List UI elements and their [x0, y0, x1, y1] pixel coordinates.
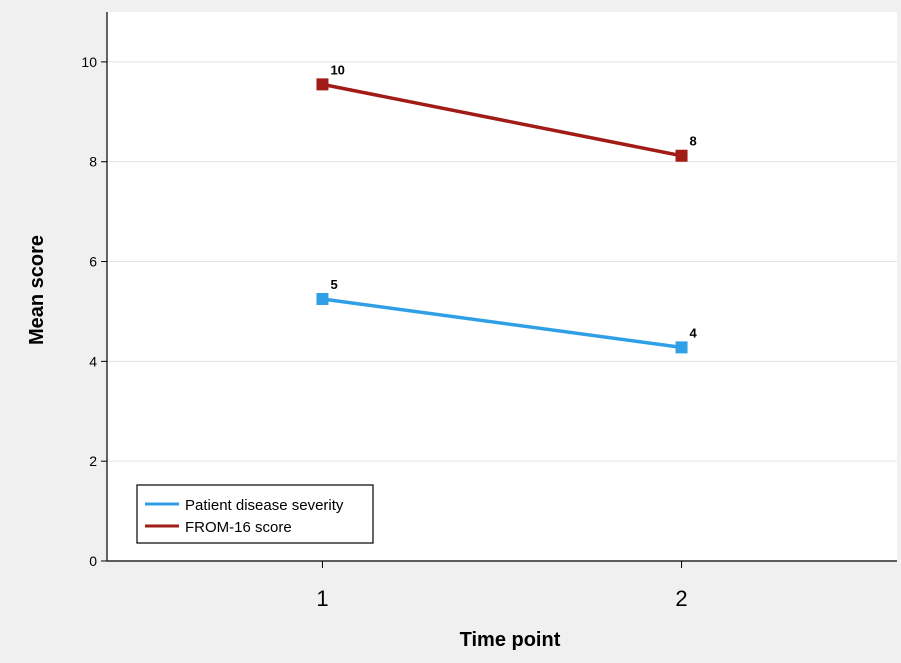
plot-area — [107, 12, 897, 561]
y-tick-label-10: 10 — [81, 54, 97, 70]
data-label-patient-disease-severity-2: 4 — [690, 325, 698, 340]
x-tick-label-2: 2 — [675, 586, 687, 611]
data-point-patient-disease-severity-1 — [316, 292, 329, 305]
y-tick-label-0: 0 — [89, 553, 97, 569]
x-axis-title: Time point — [460, 629, 561, 651]
series-layer — [316, 78, 688, 354]
gridlines — [107, 61, 897, 462]
legend: Patient disease severity FROM-16 score — [136, 484, 374, 544]
series-line-from-16-score — [322, 82, 682, 158]
data-label-from-16-score-2: 8 — [690, 134, 697, 149]
y-tick-label-8: 8 — [89, 154, 97, 170]
data-point-from-16-score-2 — [675, 149, 688, 162]
data-point-from-16-score-1 — [316, 78, 329, 91]
y-tick-label-2: 2 — [89, 453, 97, 469]
legend-label-from-16-score: FROM-16 score — [185, 519, 292, 536]
data-labels: 5 4 10 8 — [330, 62, 697, 340]
y-tick-label-6: 6 — [89, 254, 97, 270]
data-label-patient-disease-severity-1: 5 — [330, 277, 337, 292]
data-label-from-16-score-1: 10 — [330, 62, 344, 77]
data-point-patient-disease-severity-2 — [675, 341, 688, 354]
legend-box — [136, 484, 374, 544]
legend-label-patient-disease-severity: Patient disease severity — [185, 497, 344, 514]
y-axis-title: Mean score — [26, 235, 48, 345]
x-tick-label-1: 1 — [316, 586, 328, 611]
y-tick-label-4: 4 — [89, 353, 97, 369]
series-line-patient-disease-severity — [322, 297, 682, 350]
